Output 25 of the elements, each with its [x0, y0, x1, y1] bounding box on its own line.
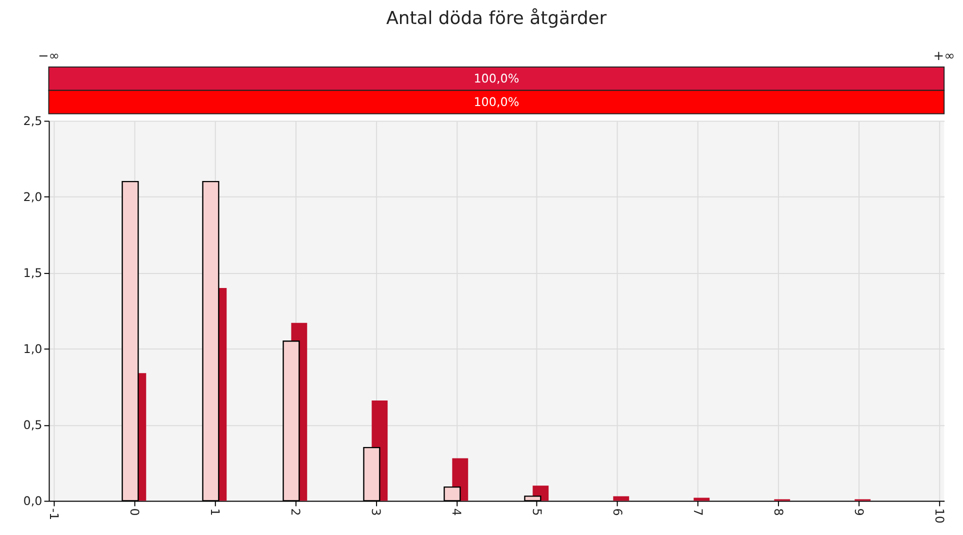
data-label: 100,0%	[474, 95, 520, 110]
text: +∞	[933, 49, 955, 64]
data-label: 100,0%	[474, 72, 520, 86]
x-tick-label: 4	[450, 508, 464, 516]
chart-title: Antal döda före åtgärder	[386, 8, 608, 30]
x-tick-label: 5	[530, 508, 544, 516]
y-tick-label: 2,5	[23, 114, 42, 128]
y-tick-label: 2,0	[23, 190, 42, 204]
x-tick-label: 7	[691, 508, 706, 516]
x-tick-label: 9	[852, 508, 866, 516]
y-tick-label: 0,5	[23, 418, 42, 432]
x-tick-label: 6	[610, 508, 625, 516]
x-tick-label: -1	[47, 508, 62, 520]
x-tick-label: 1	[208, 508, 222, 516]
x-tick-label: 2	[288, 508, 303, 516]
x-tick-label: 8	[772, 508, 786, 516]
y-tick-label: 1,0	[23, 342, 42, 356]
x-tick-label: 10	[932, 508, 947, 524]
text: −∞	[38, 49, 60, 64]
x-tick-label: 3	[369, 508, 384, 516]
bar	[613, 496, 630, 501]
x-tick-label: 0	[128, 508, 142, 516]
y-tick-label: 1,5	[23, 266, 42, 280]
y-tick-label: 0,0	[23, 494, 42, 508]
bar	[694, 498, 710, 501]
